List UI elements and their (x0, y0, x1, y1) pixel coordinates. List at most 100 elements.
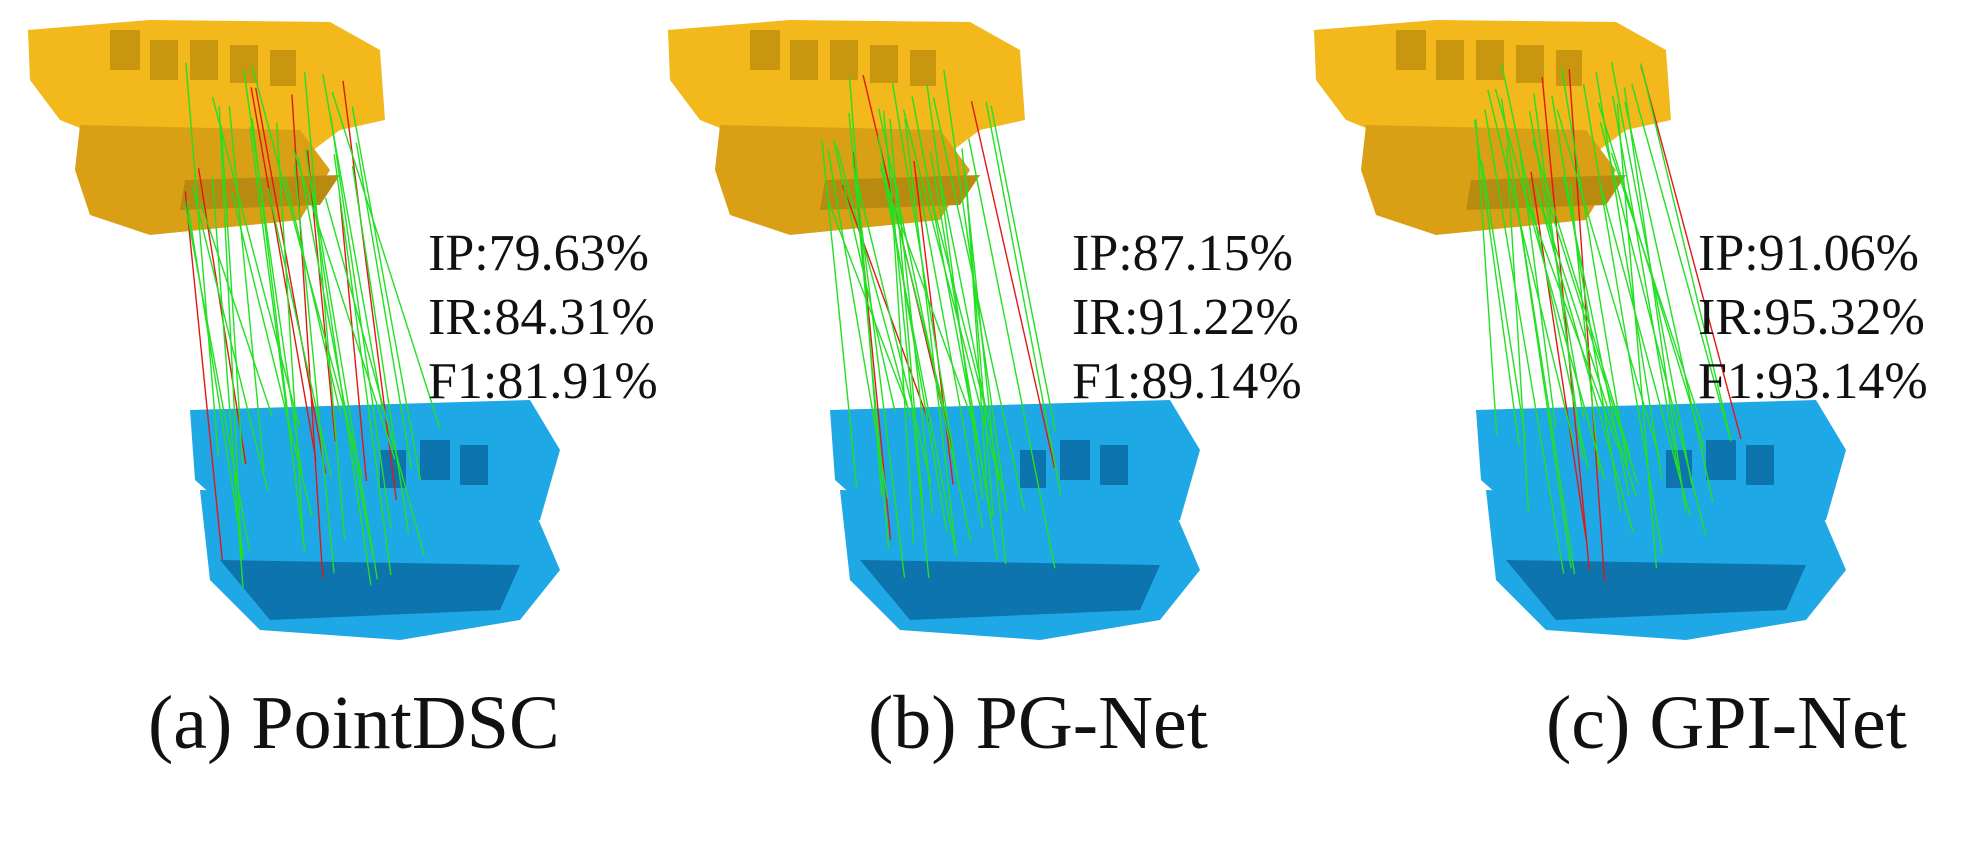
target-cloud-shadow (220, 560, 520, 620)
f1-score: F1:81.91% (428, 353, 658, 410)
inlier-correspondence-line (1610, 152, 1705, 432)
inlier-precision: IP:79.63% (428, 225, 649, 282)
inlier-correspondence-line (1600, 187, 1691, 516)
source-cloud-plate (820, 175, 980, 210)
metrics-block: IP:87.15% IR:91.22% F1:89.14% (1072, 222, 1302, 414)
correspondence-lines (1474, 62, 1742, 582)
panel-pointdsc: IP:79.63% IR:84.31% F1:81.91% (a) PointD… (0, 0, 662, 848)
inlier-correspondence-line (1616, 103, 1658, 569)
inlier-correspondence-line (902, 109, 1001, 481)
inlier-correspondence-line (267, 188, 332, 478)
inlier-correspondence-line (331, 91, 441, 430)
inlier-correspondence-line (926, 84, 984, 499)
inlier-precision: IP:87.15% (1072, 225, 1293, 282)
target-point-cloud (190, 400, 560, 640)
outlier-correspondence-line (184, 191, 223, 561)
source-point-cloud (28, 20, 385, 235)
metrics-block: IP:79.63% IR:84.31% F1:81.91% (428, 222, 658, 414)
inlier-correspondence-line (892, 204, 948, 418)
inlier-correspondence-line (853, 168, 906, 578)
inlier-correspondence-line (879, 168, 976, 428)
inlier-recall: IR:84.31% (428, 289, 655, 346)
inlier-correspondence-line (961, 148, 1007, 565)
panel-gpi-net: IP:91.06% IR:95.32% F1:93.14% (c) GPI-Ne… (1286, 0, 1948, 848)
inlier-correspondence-line (1595, 72, 1663, 479)
registration-scene (1314, 20, 1846, 640)
registration-scene (668, 20, 1200, 640)
inlier-correspondence-line (1500, 98, 1572, 569)
inlier-correspondence-line (878, 108, 972, 542)
outlier-correspondence-line (970, 100, 1056, 468)
source-cloud-plate (180, 175, 340, 210)
target-cloud-shadow (1506, 560, 1806, 620)
inlier-correspondence-line (1624, 101, 1714, 502)
inlier-correspondence-line (1506, 146, 1530, 512)
panel-caption: (a) PointDSC (148, 681, 560, 765)
inlier-correspondence-line (877, 135, 948, 532)
outlier-correspondence-line (255, 87, 327, 474)
inlier-correspondence-line (1631, 83, 1732, 442)
inlier-correspondence-line (324, 197, 426, 557)
inlier-correspondence-line (889, 118, 924, 509)
outlier-correspondence-line (306, 150, 336, 442)
inlier-correspondence-line (292, 149, 396, 460)
inlier-correspondence-line (821, 140, 858, 488)
inlier-recall: IR:91.22% (1072, 289, 1299, 346)
inlier-correspondence-line (211, 177, 244, 588)
inlier-correspondence-line (304, 72, 346, 540)
inlier-correspondence-line (852, 163, 932, 483)
f1-score: F1:93.14% (1698, 353, 1928, 410)
inlier-correspondence-line (836, 145, 912, 418)
inlier-correspondence-line (1523, 193, 1619, 447)
inlier-correspondence-line (351, 106, 422, 481)
inlier-correspondence-line (943, 70, 1008, 512)
inlier-correspondence-line (284, 176, 342, 415)
outlier-correspondence-line (1530, 171, 1588, 541)
inlier-correspondence-line (985, 101, 1062, 495)
inlier-correspondence-line (355, 142, 413, 470)
inlier-correspondence-line (990, 105, 1057, 432)
inlier-correspondence-line (1474, 119, 1520, 447)
inlier-correspondence-line (329, 114, 392, 528)
inlier-correspondence-line (1556, 109, 1661, 458)
source-point-cloud (668, 20, 1025, 235)
outlier-correspondence-line (291, 94, 324, 579)
inlier-correspondence-line (1528, 111, 1585, 419)
inlier-correspondence-line (932, 97, 1026, 512)
inlier-correspondence-line (1640, 63, 1731, 437)
metrics-block: IP:91.06% IR:95.32% F1:93.14% (1698, 222, 1928, 414)
inlier-correspondence-line (888, 157, 915, 544)
inlier-correspondence-line (891, 83, 960, 489)
inlier-correspondence-line (218, 106, 243, 560)
outlier-correspondence-line (1640, 65, 1742, 440)
target-point-cloud (1476, 400, 1846, 640)
outlier-correspondence-line (250, 87, 317, 461)
outlier-correspondence-line (1541, 77, 1591, 571)
inlier-correspondence-line (249, 126, 306, 552)
inlier-correspondence-line (276, 122, 305, 544)
inlier-correspondence-line (827, 150, 889, 499)
inlier-correspondence-line (1475, 119, 1498, 435)
inlier-correspondence-line (191, 187, 269, 491)
inlier-correspondence-line (848, 78, 883, 496)
inlier-correspondence-line (1551, 95, 1622, 512)
inlier-precision: IP:91.06% (1698, 225, 1919, 282)
inlier-correspondence-line (351, 165, 410, 535)
inlier-recall: IR:95.32% (1698, 289, 1925, 346)
inlier-correspondence-line (1560, 68, 1628, 467)
inlier-correspondence-line (199, 202, 273, 417)
inlier-correspondence-line (964, 170, 994, 518)
source-cloud-plate (1466, 175, 1626, 210)
f1-score: F1:89.14% (1072, 353, 1302, 410)
inlier-correspondence-line (1481, 160, 1527, 440)
inlier-correspondence-line (228, 106, 265, 472)
outlier-correspondence-line (841, 184, 930, 422)
inlier-correspondence-line (297, 157, 374, 558)
source-cloud-block (110, 30, 140, 70)
registration-scene (28, 20, 560, 640)
inlier-correspondence-line (927, 186, 990, 422)
inlier-correspondence-line (828, 201, 910, 411)
inlier-correspondence-line (904, 118, 958, 557)
inlier-correspondence-line (333, 154, 392, 576)
inlier-correspondence-line (242, 68, 303, 476)
